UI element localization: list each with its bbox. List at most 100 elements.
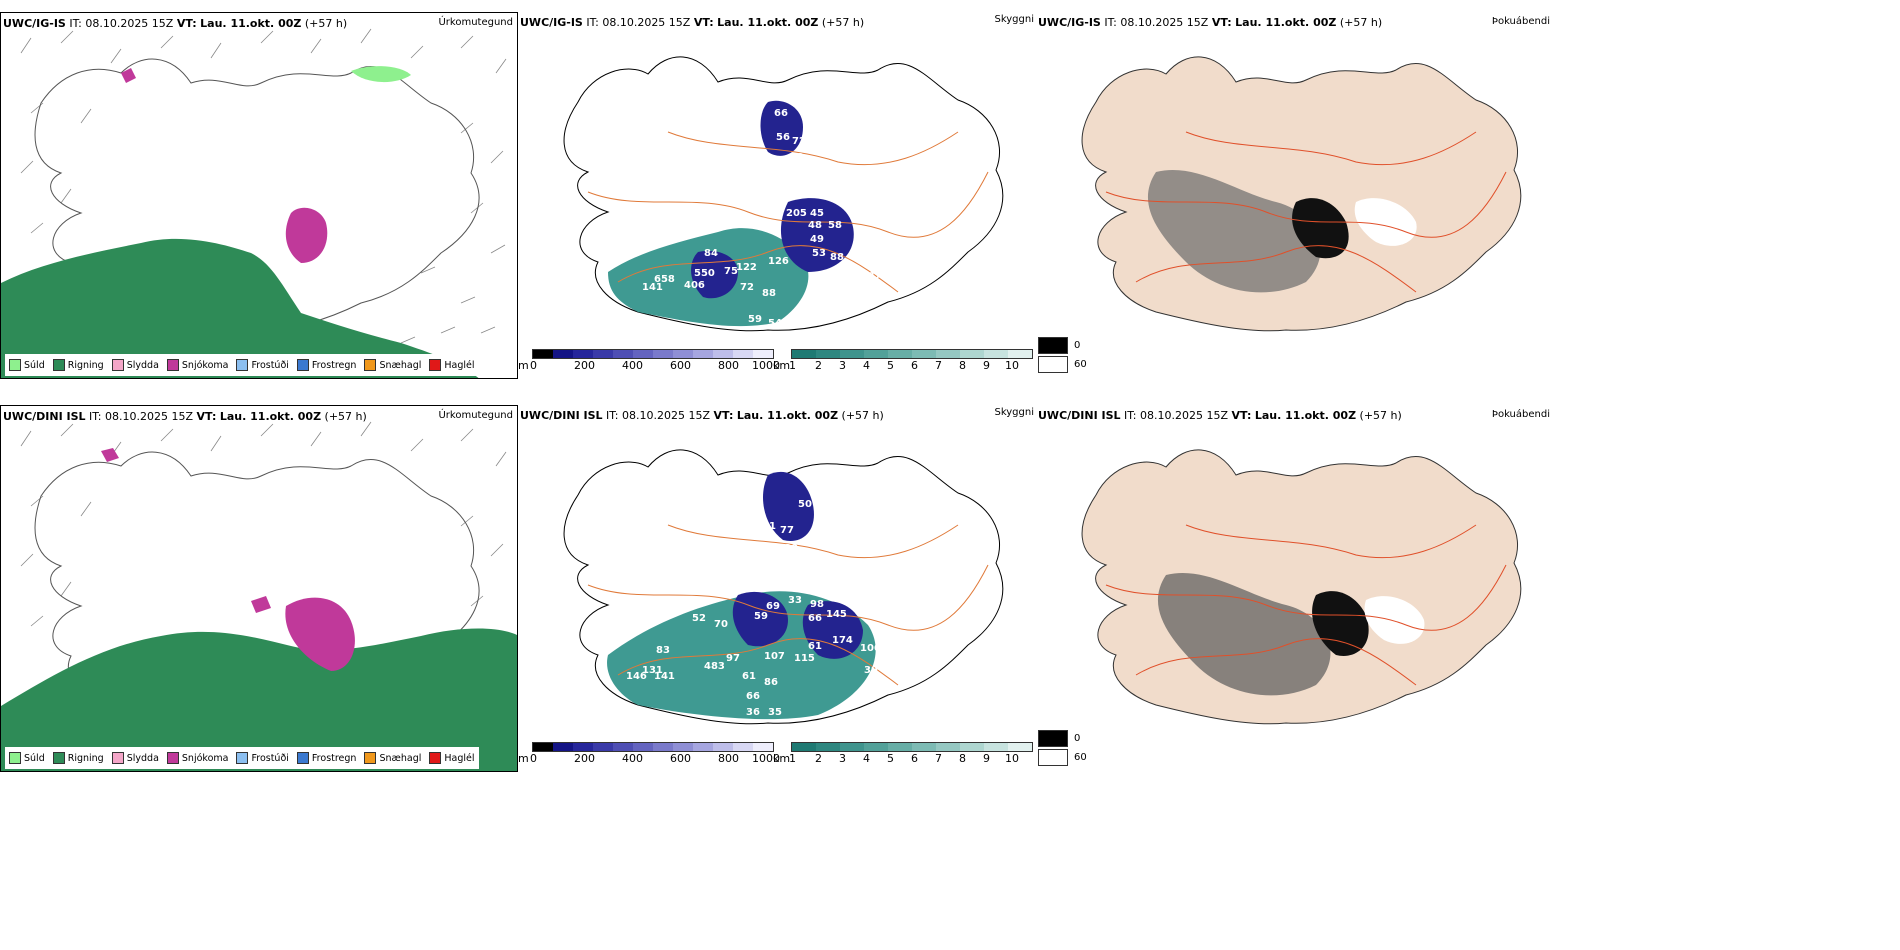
- vis-value: 141: [654, 671, 675, 682]
- scale-unit: km: [773, 752, 791, 765]
- tick: 800: [718, 752, 739, 765]
- vis-value: 74: [768, 206, 782, 217]
- vis-value: 69: [790, 152, 804, 163]
- vis-value: 15: [718, 184, 732, 195]
- visibility-title: Skyggni: [994, 407, 1034, 418]
- snow-area: [285, 207, 328, 263]
- swatch: [296, 359, 309, 371]
- fog-clear: [1354, 198, 1417, 246]
- model-name: UWC/DINI ISL: [3, 410, 86, 423]
- tick: 2: [815, 752, 822, 765]
- model-name: UWC/DINI ISL: [520, 409, 603, 422]
- swatch: [111, 359, 124, 371]
- it-value: 08.10.2025 15Z: [1120, 16, 1209, 29]
- vis-value: 58: [828, 220, 842, 231]
- panel-header: UWC/DINI ISL IT: 08.10.2025 15Z VT: Lau.…: [3, 410, 367, 423]
- legend-item: Slydda: [111, 752, 159, 764]
- it-label: IT:: [1124, 409, 1137, 422]
- legend-item: Haglél: [429, 752, 475, 764]
- vt-value: Lau. 11.okt. 00Z: [736, 409, 839, 422]
- fog-legend: 0 60: [1038, 728, 1087, 768]
- it-value: 08.10.2025 15Z: [105, 410, 194, 423]
- fog-legend-item: 60: [1038, 356, 1087, 373]
- tick: 8: [959, 752, 966, 765]
- tick: 10: [1005, 359, 1019, 372]
- visibility-title: Skyggni: [994, 14, 1034, 25]
- vis-value: 106: [860, 643, 881, 654]
- vis-value: 122: [736, 262, 757, 273]
- precip-map: [1, 421, 517, 771]
- vis-value: 66: [774, 108, 788, 119]
- vis-value: 52: [692, 613, 706, 624]
- tick: 200: [574, 359, 595, 372]
- panel-header: UWC/IG-IS IT: 08.10.2025 15Z VT: Lau. 11…: [3, 17, 347, 30]
- model-name: UWC/IG-IS: [520, 16, 583, 29]
- vis-value: 33: [788, 595, 802, 606]
- tick: 2: [815, 359, 822, 372]
- legend-label: Rigning: [67, 752, 104, 764]
- vis-value: 205: [786, 208, 807, 219]
- visibility-panel-row2: UWC/DINI ISL IT: 08.10.2025 15Z VT: Lau.…: [518, 405, 1036, 772]
- vis-low-area: [732, 591, 788, 647]
- tick: 8: [959, 359, 966, 372]
- scale-unit: m: [518, 359, 529, 372]
- vis-value: 47: [868, 270, 882, 281]
- tick: 9: [983, 752, 990, 765]
- vis-value: 72: [854, 569, 868, 580]
- fog-title: Þokuábendi: [1491, 409, 1550, 420]
- snow-area: [285, 597, 355, 671]
- legend-item: Rigning: [52, 752, 104, 764]
- fog-clear: [1364, 596, 1425, 644]
- vis-value: 483: [704, 661, 725, 672]
- tick: 400: [622, 752, 643, 765]
- tick: 5: [887, 359, 894, 372]
- vt-value: Lau. 11.okt. 00Z: [1254, 409, 1357, 422]
- tick: 6: [911, 359, 918, 372]
- vis-value: 146: [626, 671, 647, 682]
- vis-value: 115: [794, 653, 815, 664]
- visibility-panel-row1: UWC/IG-IS IT: 08.10.2025 15Z VT: Lau. 11…: [518, 12, 1036, 379]
- vis-value: 11: [756, 156, 770, 167]
- panel-header: UWC/DINI ISL IT: 08.10.2025 15Z VT: Lau.…: [520, 409, 884, 422]
- it-value: 08.10.2025 15Z: [622, 409, 711, 422]
- legend-item: Frostregn: [296, 359, 356, 371]
- vis-value: 126: [768, 256, 789, 267]
- fog-map: [1081, 449, 1522, 725]
- scale-unit: m: [518, 752, 529, 765]
- vis-value: 15: [808, 537, 822, 548]
- lead-time: (+57 h): [1339, 16, 1383, 29]
- lead-time: (+57 h): [1359, 409, 1402, 422]
- tick: 400: [622, 359, 643, 372]
- vt-value: Lau. 11.okt. 00Z: [1235, 16, 1337, 29]
- model-name: UWC/DINI ISL: [1038, 409, 1121, 422]
- vis-value: 76: [836, 473, 850, 484]
- vis-value: 48: [808, 220, 822, 231]
- vis-value: 61: [762, 521, 776, 532]
- vt-label: VT:: [1211, 16, 1232, 29]
- tick: 6: [911, 752, 918, 765]
- lead-time: (+57 h): [821, 16, 865, 29]
- precip-map: [1, 28, 507, 378]
- vis-low-area: [760, 100, 803, 156]
- roads: [587, 131, 989, 293]
- tick: 600: [670, 359, 691, 372]
- fog-legend-value: 0: [1074, 340, 1081, 351]
- model-name: UWC/IG-IS: [1038, 16, 1101, 29]
- vis-value: 131: [642, 665, 663, 676]
- vis-value: 72: [792, 136, 806, 147]
- vis-value: 59: [748, 314, 762, 325]
- legend-item: Snjókoma: [166, 752, 228, 764]
- vis-value: 88: [830, 252, 844, 263]
- swatch: [364, 752, 377, 764]
- precip-legend: Súld Rigning Slydda Snjókoma Frostúði Fr…: [5, 747, 479, 769]
- legend-label: Frostúði: [251, 752, 289, 764]
- tick: 4: [863, 752, 870, 765]
- visibility-map: 66 56 69 11 72 15 179 74 45 205 48 58 64…: [563, 56, 1004, 332]
- swatch: [236, 359, 249, 371]
- lead-time: (+57 h): [841, 409, 884, 422]
- snow-cell: [101, 448, 119, 462]
- tick: 5: [887, 752, 894, 765]
- fog-map: [1081, 56, 1522, 332]
- scale-cells: [791, 742, 1033, 752]
- vis-values: 16 50 76 61 77 80 15 204 485 72 69 33 98…: [626, 473, 881, 718]
